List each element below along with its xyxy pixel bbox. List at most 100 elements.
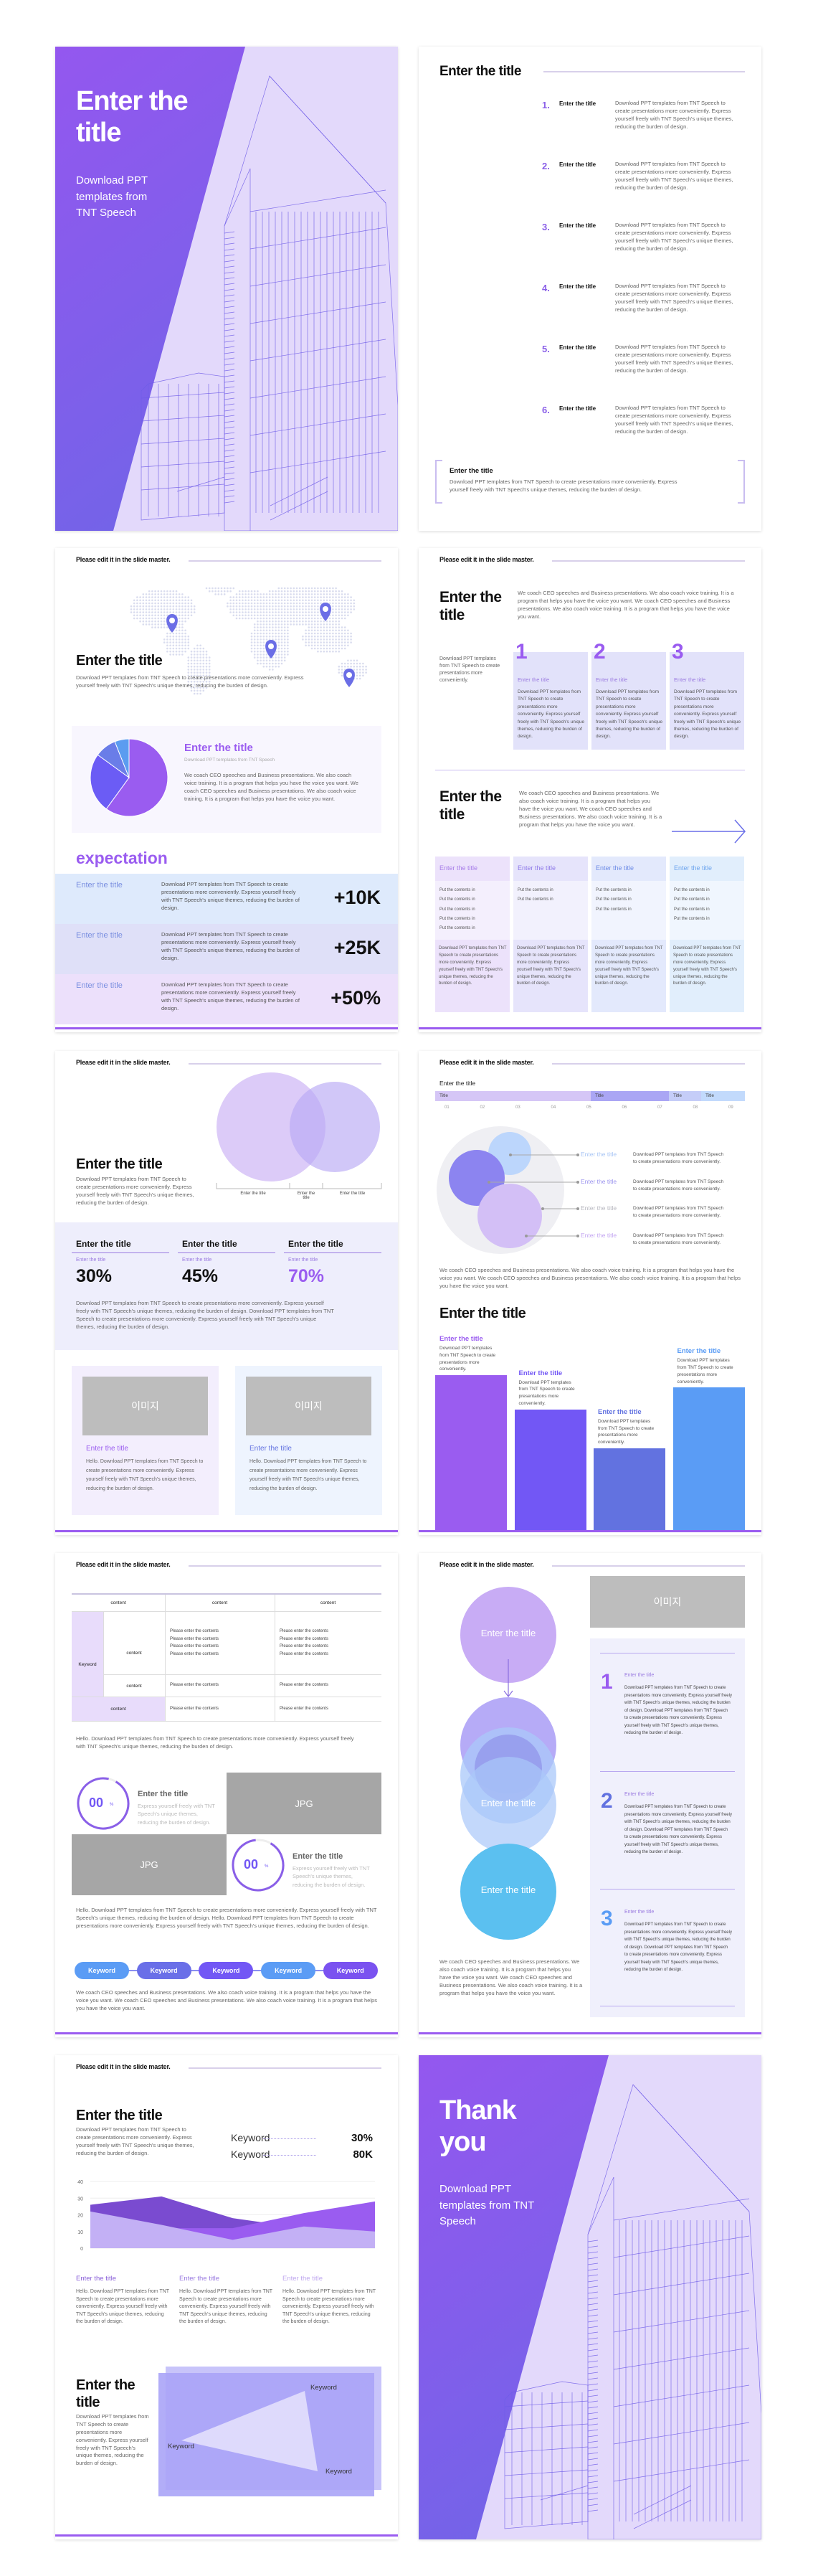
kpi-label: Keyword: [231, 2148, 270, 2160]
image-placeholder[interactable]: 이미지: [590, 1576, 745, 1628]
toc-item-number: 2.: [542, 161, 550, 171]
bubble-desc: Download PPT templates from TNT Speech t…: [633, 1233, 724, 1245]
step-number: 3: [672, 640, 684, 664]
row-title: Enter the title: [76, 881, 123, 890]
step-number: 1: [515, 640, 528, 664]
row-label: content: [126, 1651, 142, 1656]
timeline-tick: 07: [657, 1105, 662, 1110]
stat-subtitle: Enter the title: [76, 1258, 106, 1263]
location-pin-icon: [320, 603, 331, 621]
pie-slice: [90, 754, 130, 810]
timeline-segment: Title: [669, 1091, 701, 1101]
card-desc: Hello. Download PPT templates from TNT S…: [249, 1459, 367, 1491]
slide-map[interactable]: Please edit it in the slide master. Ente…: [55, 548, 398, 1032]
area-title: Enter the title: [76, 2108, 163, 2123]
stat-value: 70%: [288, 1266, 325, 1286]
card-title: Enter the title: [249, 1445, 292, 1453]
slide-area-chart[interactable]: Please edit it in the slide master. Ente…: [55, 2055, 398, 2539]
card-title: Enter the title: [86, 1445, 128, 1453]
row-desc: Download PPT templates from TNT Speech t…: [161, 931, 300, 961]
item-desc: Download PPT templates from TNT Speech t…: [624, 1686, 732, 1735]
timeline-tick: 03: [515, 1105, 520, 1110]
footer-line: [419, 1027, 761, 1029]
toc-item-title[interactable]: Enter the title: [559, 405, 596, 412]
bar: [672, 1387, 745, 1531]
keyword-pill[interactable]: Keyword: [75, 1962, 129, 1979]
divider: [543, 71, 745, 72]
toc-item-title[interactable]: Enter the title: [559, 100, 596, 107]
stat-value: 30%: [76, 1266, 113, 1286]
bar-desc: Download PPT templates from TNT Speech t…: [677, 1358, 733, 1384]
keyword-pill[interactable]: Keyword: [136, 1962, 191, 1979]
row-value: +25K: [333, 937, 381, 958]
pie-chart: [90, 738, 168, 817]
bullet-item: Put the contents in: [596, 897, 632, 902]
jpg-placeholder[interactable]: JPG: [72, 1834, 227, 1895]
toc-item-title[interactable]: Enter the title: [559, 222, 596, 229]
slide-table-of-contents[interactable]: Enter the title 1. Enter the title Downloa…: [419, 47, 761, 531]
steps-para: We coach CEO speeches and Business prese…: [518, 590, 734, 620]
header-line: [189, 560, 381, 562]
image-placeholder[interactable]: 이미지: [246, 1377, 371, 1435]
slide-timeline[interactable]: Please edit it in the slide master. Ente…: [419, 1051, 761, 1535]
bar-desc: Download PPT templates from TNT Speech t…: [439, 1346, 496, 1372]
keyword-pill[interactable]: Keyword: [261, 1962, 316, 1979]
pie-subtitle: Download PPT templates from TNT Speech: [184, 758, 275, 763]
toc-item-title[interactable]: Enter the title: [559, 161, 596, 168]
toc-item-title[interactable]: Enter the title: [559, 283, 596, 290]
bullet-item: Put the contents in: [518, 897, 553, 902]
bullet-item: Put the contents in: [439, 907, 475, 912]
arrow-down-icon: [503, 1659, 513, 1697]
expectation-heading: expectation: [76, 849, 168, 867]
slide-circles[interactable]: Please edit it in the slide master. 이미지 …: [419, 1553, 761, 2037]
timeline-tick: 09: [728, 1105, 733, 1110]
stat-value: 45%: [182, 1266, 219, 1286]
column-footer: Download PPT templates from TNT Speech t…: [513, 940, 588, 1012]
pie-slice: [105, 738, 168, 817]
row-border: [72, 1721, 381, 1722]
toc-item-title[interactable]: Enter the title: [559, 344, 596, 351]
slide-steps[interactable]: Please edit it in the slide master. Ente…: [419, 548, 761, 1032]
jpg-placeholder[interactable]: JPG: [227, 1773, 381, 1834]
slide-cover[interactable]: Enter the title Download PPT templates f…: [55, 47, 398, 531]
kpi-label: Keyword: [231, 2132, 270, 2143]
row-border: [103, 1674, 381, 1675]
footer-line: [55, 1027, 398, 1029]
slide-thank-you[interactable]: Thank you Download PPT templates from TN…: [419, 2055, 761, 2539]
column-header: Enter the title: [435, 857, 510, 881]
step-title: Enter the title: [596, 676, 628, 683]
pie-desc: We coach CEO speeches and Business prese…: [184, 772, 358, 802]
circle-title: Enter the title: [480, 1798, 536, 1808]
image-placeholder[interactable]: 이미지: [82, 1377, 208, 1435]
summary-title: Enter the title: [450, 467, 493, 475]
timeline-para: We coach CEO speeches and Business prese…: [439, 1267, 741, 1289]
toc-item-desc: Download PPT templates from TNT Speech t…: [615, 344, 733, 374]
footer-line: [419, 2032, 761, 2034]
y-tick-label: 40: [77, 2180, 83, 2185]
segment-label: Title: [439, 1093, 449, 1098]
bullet-item: Put the contents in: [439, 926, 475, 931]
slide-table[interactable]: Please edit it in the slide master. cont…: [55, 1553, 398, 2037]
stat-title: Enter the title: [288, 1239, 343, 1249]
header-line: [189, 2067, 381, 2069]
row-value: +10K: [333, 887, 381, 908]
bullet-item: Put the contents in: [439, 916, 475, 921]
keyword-pill[interactable]: Keyword: [323, 1962, 378, 1979]
image-card: 이미지 Enter the title Hello. Download PPT te…: [235, 1366, 382, 1515]
venn-title: Enter the title: [76, 1156, 163, 1172]
venn-label: Enter the title: [297, 1192, 315, 1200]
circle-title: Enter the title: [480, 1884, 536, 1895]
toc-item-desc: Download PPT templates from TNT Speech t…: [615, 405, 733, 435]
content-column: Enter the title Put the contents in Put th…: [513, 857, 588, 1012]
stat-title: Enter the title: [182, 1239, 237, 1249]
slide-venn[interactable]: Please edit it in the slide master. Ente…: [55, 1051, 398, 1535]
keyword-pill[interactable]: Keyword: [199, 1962, 254, 1979]
building-wireframe-illustration: [504, 2084, 761, 2539]
bubble-title: Enter the title: [581, 1178, 617, 1185]
header-line: [189, 1565, 381, 1567]
timeline-label: Enter the title: [439, 1080, 476, 1087]
bullet-item: Please enter the contents: [170, 1651, 219, 1656]
summary-text: Download PPT templates from TNT Speech t…: [450, 478, 678, 493]
master-header: Please edit it in the slide master.: [76, 1059, 171, 1066]
bullet-item: Put the contents in: [674, 907, 710, 912]
